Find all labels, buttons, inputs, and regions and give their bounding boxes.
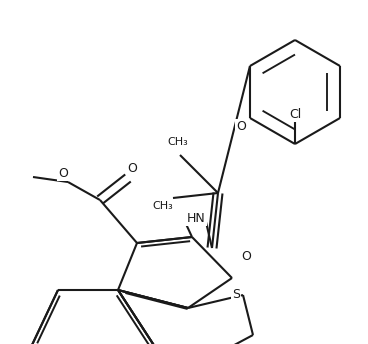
Text: O: O — [58, 166, 68, 180]
Text: CH₃: CH₃ — [168, 137, 188, 147]
Text: Cl: Cl — [289, 108, 301, 120]
Text: HN: HN — [187, 212, 205, 225]
Text: CH₃: CH₃ — [153, 201, 173, 211]
Text: O: O — [236, 120, 246, 133]
Text: O: O — [241, 249, 251, 262]
Text: O: O — [127, 161, 137, 174]
Text: S: S — [232, 288, 240, 301]
